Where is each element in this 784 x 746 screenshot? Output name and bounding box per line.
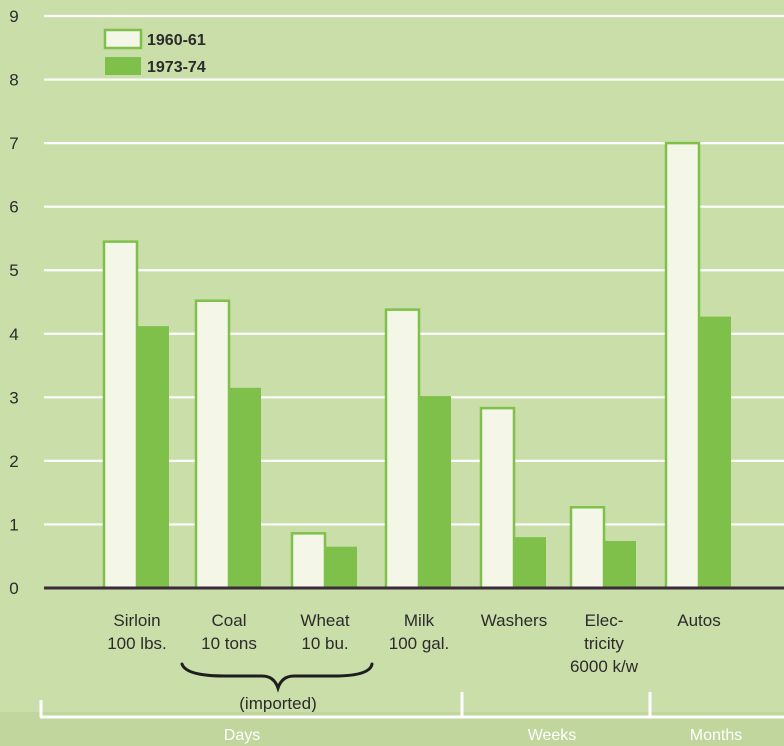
bar-coal-1973-74 bbox=[228, 387, 261, 588]
y-axis-ticks: 0 1 2 3 4 5 6 7 8 9 bbox=[9, 7, 18, 598]
category-label-line: 10 tons bbox=[201, 634, 257, 653]
category-label-line: Milk bbox=[404, 611, 435, 630]
bar-sirloin-1973-74 bbox=[136, 326, 169, 588]
legend-swatch-1960-61 bbox=[103, 28, 143, 50]
category-label-sirloin: Sirloin 100 lbs. bbox=[107, 611, 167, 653]
legend-label-1973-74: 1973-74 bbox=[147, 59, 206, 76]
category-label-milk: Milk 100 gal. bbox=[389, 611, 450, 653]
legend-swatch-1973-74 bbox=[105, 57, 141, 75]
bar-autos-1973-74 bbox=[698, 316, 731, 588]
y-tick-label-6: 6 bbox=[9, 198, 18, 217]
bar-washers-1960-61 bbox=[479, 406, 516, 590]
category-labels: Sirloin 100 lbs. Coal 10 tons Wheat 10 bu. Mil… bbox=[107, 611, 721, 676]
bar-washers-1973-74 bbox=[513, 537, 546, 588]
category-label-line: Wheat bbox=[300, 611, 349, 630]
bar-coal-1960-61 bbox=[194, 299, 231, 590]
y-tick-label-7: 7 bbox=[9, 134, 18, 153]
category-label-line: tricity bbox=[584, 634, 624, 653]
category-label-line: Sirloin bbox=[113, 611, 160, 630]
bars bbox=[102, 141, 731, 590]
category-label-line: Elec- bbox=[585, 611, 624, 630]
bar-sirloin-1960-61 bbox=[102, 240, 139, 590]
category-label-autos: Autos bbox=[677, 611, 720, 630]
bar-milk-1973-74 bbox=[418, 396, 451, 588]
bar-milk-1960-61 bbox=[384, 308, 421, 590]
y-tick-label-0: 0 bbox=[9, 579, 18, 598]
bar-wheat-1973-74 bbox=[324, 546, 357, 588]
y-tick-label-4: 4 bbox=[9, 325, 18, 344]
bar-wheat-1960-61 bbox=[290, 532, 327, 590]
category-label-line: 6000 k/w bbox=[570, 657, 639, 676]
y-tick-label-1: 1 bbox=[9, 515, 18, 534]
category-label-line: Washers bbox=[481, 611, 547, 630]
y-tick-label-5: 5 bbox=[9, 261, 18, 280]
legend: 1960-61 1973-74 bbox=[103, 28, 206, 76]
category-label-washers: Washers bbox=[481, 611, 547, 630]
category-label-wheat: Wheat 10 bu. bbox=[300, 611, 349, 653]
category-label-coal: Coal 10 tons bbox=[201, 611, 257, 653]
bar-elec-1960-61 bbox=[569, 506, 606, 590]
y-tick-label-9: 9 bbox=[9, 7, 18, 26]
bar-autos-1960-61 bbox=[664, 141, 701, 590]
category-label-line: 10 bu. bbox=[301, 634, 348, 653]
y-tick-label-8: 8 bbox=[9, 71, 18, 90]
group-label-weeks: Weeks bbox=[528, 727, 577, 744]
category-label-line: Autos bbox=[677, 611, 720, 630]
y-tick-label-2: 2 bbox=[9, 452, 18, 471]
legend-label-1960-61: 1960-61 bbox=[147, 32, 206, 49]
category-label-elec: Elec-tricity 6000 k/w bbox=[570, 611, 639, 676]
period-scale: Days Weeks Months bbox=[0, 692, 784, 746]
category-label-line: 100 lbs. bbox=[107, 634, 167, 653]
y-tick-label-3: 3 bbox=[9, 388, 18, 407]
group-label-days: Days bbox=[224, 727, 260, 744]
imported-label: (imported) bbox=[239, 694, 316, 713]
category-label-line: 100 gal. bbox=[389, 634, 450, 653]
imported-bracket bbox=[180, 662, 374, 693]
category-label-line: Coal bbox=[212, 611, 247, 630]
group-label-months: Months bbox=[690, 727, 742, 744]
bar-elec-1973-74 bbox=[603, 540, 636, 588]
